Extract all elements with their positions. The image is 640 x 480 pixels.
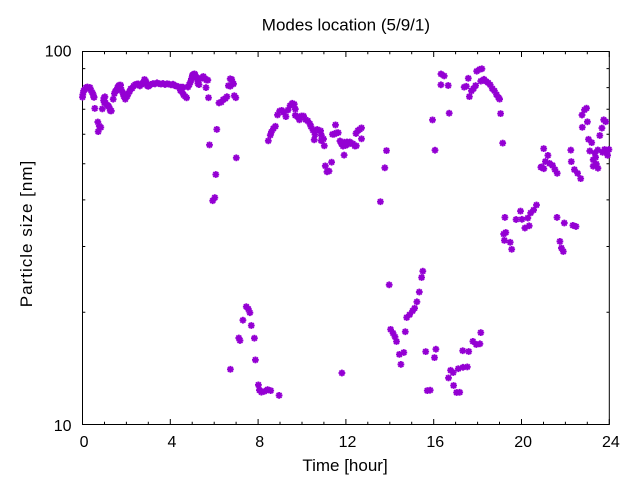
- svg-text:12: 12: [339, 434, 357, 451]
- svg-text:Particle size [nm]: Particle size [nm]: [17, 160, 36, 307]
- svg-text:20: 20: [514, 434, 532, 451]
- svg-text:10: 10: [54, 418, 72, 435]
- svg-text:16: 16: [426, 434, 444, 451]
- svg-text:0: 0: [80, 434, 89, 451]
- svg-text:24: 24: [602, 434, 620, 451]
- svg-text:100: 100: [45, 44, 72, 61]
- svg-text:8: 8: [255, 434, 264, 451]
- svg-text:4: 4: [167, 434, 176, 451]
- svg-text:Modes location (5/9/1): Modes location (5/9/1): [262, 16, 430, 35]
- svg-text:Time [hour]: Time [hour]: [302, 456, 387, 475]
